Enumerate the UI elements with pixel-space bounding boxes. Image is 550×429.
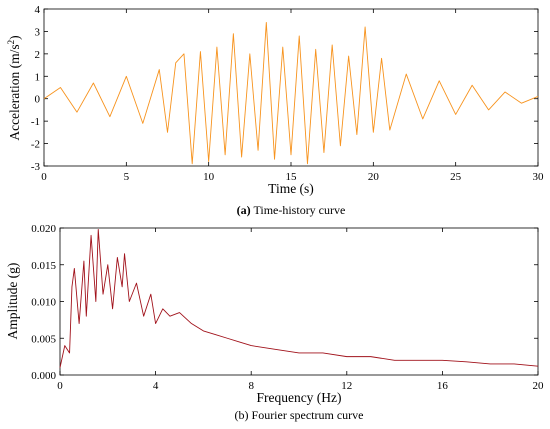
chart-a-ticks: 0 5 10 15 20 25 30 -3 -2 -1 0 1 2 3 4 [31,4,544,183]
chart-a-y-tick-label: 3 [35,26,41,38]
chart-a-caption: (a) Time-history curve [237,203,346,217]
chart-a-y-tick-label: -3 [31,161,41,173]
chart-b-y-tick-label: 0.000 [31,370,56,382]
chart-b-y-tick-label: 0.015 [31,260,56,272]
chart-b-x-tick-label: 8 [248,380,254,392]
chart-a-x-axis-label: Time (s) [268,181,314,196]
chart-b-series-line [59,229,539,368]
chart-a-x-tick-label: 10 [203,171,215,183]
chart-a-series-line [43,22,539,165]
chart-b-x-tick-label: 0 [57,380,63,392]
chart-a-y-tick-label: 2 [35,49,41,61]
chart-a-x-tick-label: 30 [533,171,545,183]
chart-b-y-tick-label: 0.005 [31,333,56,345]
chart-a: 0 5 10 15 20 25 30 -3 -2 -1 0 1 2 3 4 Time (s) Acceler… [6,4,544,217]
chart-a-y-tick-label: 1 [35,71,41,83]
chart-a-plot-frame [43,8,539,167]
chart-b-x-axis-label: Frequency (Hz) [256,390,341,405]
chart-b-x-tick-label: 20 [533,380,545,392]
chart-a-x-tick-label: 25 [450,171,462,183]
chart-a-y-axis-label-close: ) [7,35,22,40]
chart-a-y-axis-label: Acceleration (m/s2) [6,35,22,140]
chart-a-y-tick-label: 0 [35,94,41,106]
chart-b-caption-text: Fourier spectrum curve [252,408,364,422]
chart-a-x-tick-label: 20 [368,171,380,183]
chart-b-caption: (b) Fourier spectrum curve [235,408,364,422]
chart-b-y-tick-label: 0.010 [31,297,56,309]
chart-b-x-tick-label: 4 [153,380,159,392]
chart-b-y-tick-label: 0.020 [31,223,56,235]
chart-a-y-axis-label-sup: 2 [6,40,16,45]
chart-a-caption-tag: (a) [237,203,251,217]
chart-a-x-tick-label: 15 [286,171,298,183]
chart-a-caption-text: Time-history curve [253,203,345,217]
chart-b-x-tick-label: 12 [341,380,352,392]
chart-a-y-tick-label: -1 [31,116,40,128]
chart-b: 0 4 8 12 16 20 0.000 0.005 0.010 0.015 0.020 Frequ… [5,223,544,422]
chart-a-y-axis-label-main: Acceleration (m/s [7,44,22,140]
chart-a-y-tick-label: 4 [35,4,41,16]
chart-a-x-tick-label: 0 [41,171,47,183]
chart-a-y-tick-label: -2 [31,139,40,151]
chart-b-caption-tag: (b) [235,408,249,422]
chart-b-ticks: 0 4 8 12 16 20 0.000 0.005 0.010 0.015 0.020 [31,223,544,392]
chart-a-x-tick-label: 5 [124,171,130,183]
chart-b-x-tick-label: 16 [437,380,449,392]
chart-b-y-axis-label: Amplitude (g) [5,263,20,340]
